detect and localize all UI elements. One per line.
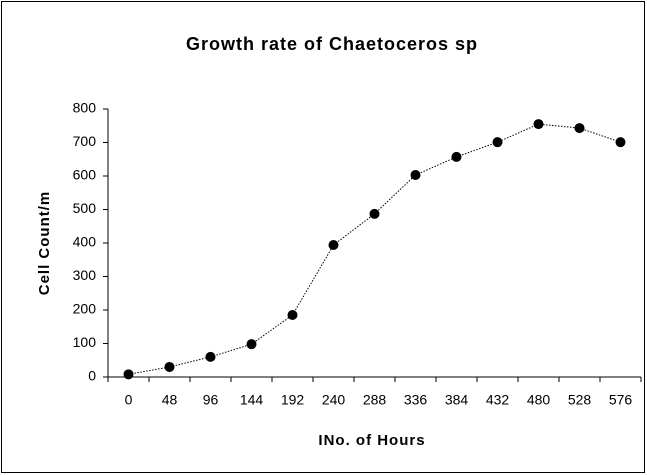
x-tick-label: 192 [281,392,305,408]
x-tick-label: 144 [240,392,264,408]
data-point [615,137,626,148]
x-tick-label: 528 [568,392,592,408]
data-point [369,208,380,219]
y-tick-label: 300 [73,267,97,283]
chart-title: Growth rate of Chaetoceros sp [186,34,478,54]
y-tick-label: 100 [73,334,97,350]
x-tick-label: 432 [486,392,510,408]
x-tick-label: 0 [125,392,133,408]
data-point [246,339,257,350]
x-tick-label: 576 [609,392,633,408]
data-point [574,123,585,134]
x-tick-label: 336 [404,392,428,408]
y-tick-label: 800 [73,100,97,116]
x-axis-label: INo. of Hours [318,432,425,449]
y-axis-label: Cell Count/m [36,191,53,296]
x-tick-label: 240 [322,392,346,408]
data-point [287,310,298,321]
data-point [328,240,339,251]
x-tick-label: 48 [162,392,178,408]
data-point [164,361,175,372]
data-point [410,169,421,180]
y-tick-label: 400 [73,234,97,250]
data-point [451,151,462,162]
data-point [205,351,216,362]
y-tick-label: 0 [88,368,96,384]
y-tick-label: 500 [73,200,97,216]
x-tick-label: 96 [203,392,219,408]
y-tick-label: 600 [73,167,97,183]
x-tick-label: 384 [445,392,469,408]
data-point [123,369,134,380]
y-tick-label: 700 [73,133,97,149]
x-tick-label: 288 [363,392,387,408]
data-point [533,119,544,130]
x-tick-label: 480 [527,392,551,408]
y-tick-label: 200 [73,301,97,317]
data-point [492,137,503,148]
